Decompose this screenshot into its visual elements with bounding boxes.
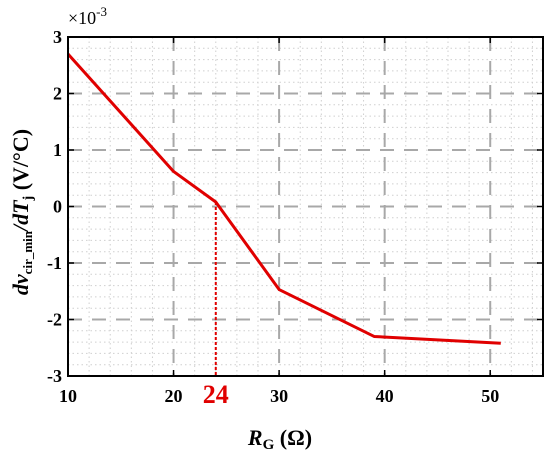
- tick-layer: 10 20 30 40 50 -3 -2 -1 0 1 2 3: [47, 27, 543, 406]
- y-tick-label: 3: [53, 27, 62, 47]
- axes-box: [67, 36, 544, 377]
- y-tick-label: 0: [53, 197, 62, 217]
- y-tick-label: 1: [53, 140, 62, 160]
- x-tick-label: 40: [376, 386, 394, 406]
- y-tick-label: -2: [47, 310, 62, 330]
- series-layer: [66, 52, 501, 345]
- x-tick-label: 30: [270, 386, 288, 406]
- annotation-label: 24: [203, 380, 229, 409]
- x-tick-label: 10: [59, 386, 77, 406]
- x-label-sub: G: [263, 437, 275, 450]
- x-tick-label: 50: [481, 386, 499, 406]
- y-label-sub2: j: [21, 196, 36, 202]
- annotation-layer: 24: [203, 201, 229, 409]
- y-label-sub: cir_min: [20, 230, 35, 274]
- series-line: [66, 52, 501, 345]
- x-label-unit: (Ω): [274, 425, 312, 450]
- y-tick-label: -3: [47, 366, 62, 386]
- grid: [68, 37, 543, 376]
- y-multiplier-base: ×10: [68, 8, 96, 28]
- y-tick-label: -1: [47, 253, 62, 273]
- y-label-middle: /dT: [8, 199, 33, 233]
- y-multiplier: ×10-3: [68, 4, 107, 28]
- y-label-prefix: dv: [8, 274, 33, 295]
- y-tick-label: 2: [53, 84, 62, 104]
- x-tick-label: 20: [165, 386, 183, 406]
- x-label-main: R: [247, 425, 263, 450]
- y-axis-label: dvcir_min/dTj (V/°C): [8, 129, 36, 295]
- y-multiplier-exp: -3: [96, 4, 107, 19]
- x-axis-label: RG (Ω): [247, 425, 312, 450]
- y-label-unit: (V/°C): [8, 129, 33, 196]
